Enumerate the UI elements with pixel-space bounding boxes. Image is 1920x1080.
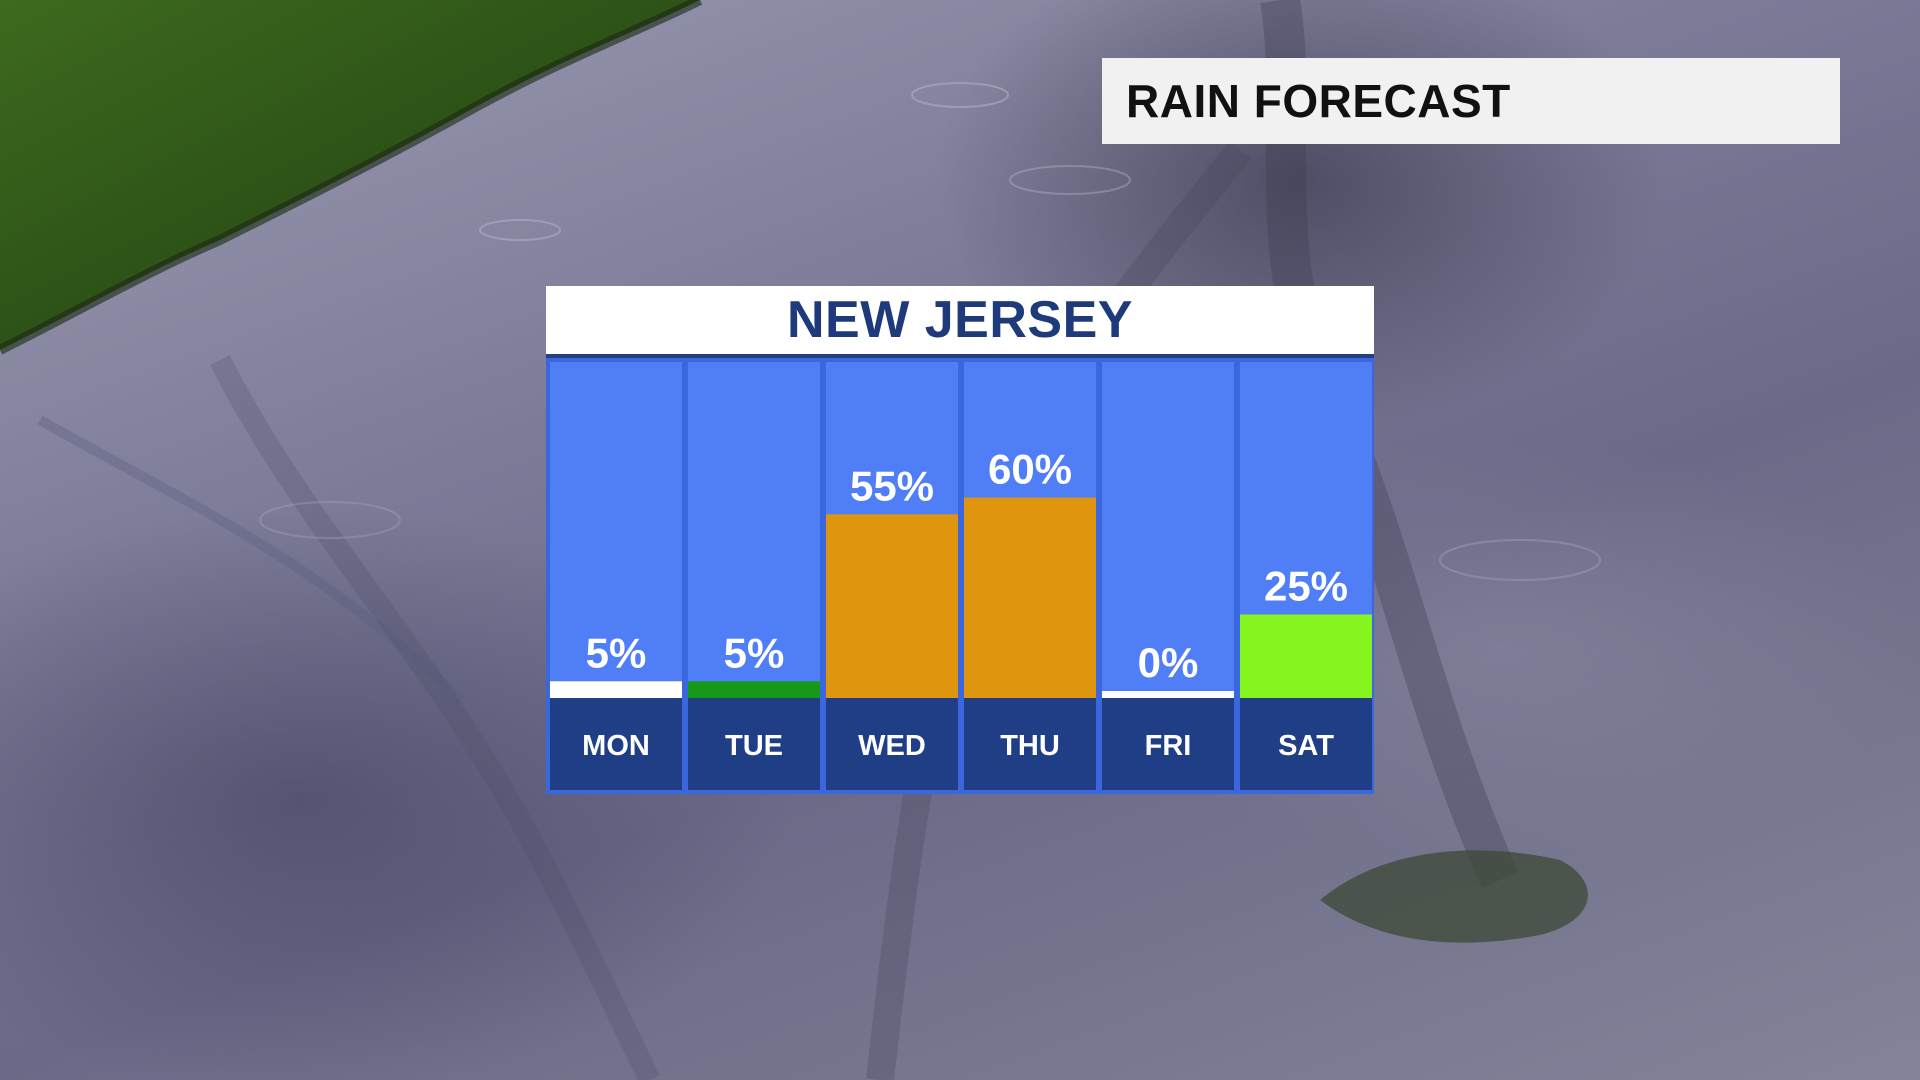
value-label: 60%: [988, 446, 1072, 493]
chart-header: NEW JERSEY: [546, 286, 1374, 358]
bar: [688, 681, 820, 698]
column-background: [688, 362, 820, 698]
page-title: RAIN FORECAST: [1126, 75, 1511, 127]
grass-patch: [0, 0, 700, 350]
day-block: [964, 698, 1096, 790]
title-banner: RAIN FORECAST: [1102, 58, 1840, 144]
day-block: [550, 698, 682, 790]
day-label: WED: [858, 730, 926, 762]
value-label: 0%: [1138, 639, 1199, 686]
chart-title: NEW JERSEY: [787, 291, 1133, 349]
value-label: 5%: [586, 629, 647, 676]
day-block: [688, 698, 820, 790]
day-label: FRI: [1145, 730, 1192, 762]
day-label: MON: [582, 730, 650, 762]
value-label: 55%: [850, 462, 934, 509]
day-label: SAT: [1278, 730, 1334, 762]
rain-chance-chart: NEW JERSEY 5% MON 5% TUE 55% WED 60% THU 0% FRI 25…: [546, 286, 1374, 794]
chart-frame: [546, 358, 1374, 794]
bar: [550, 681, 682, 698]
column-background: [1102, 362, 1234, 698]
bar: [1240, 614, 1372, 698]
bar: [1102, 691, 1234, 698]
day-block: [1240, 698, 1372, 790]
value-label: 25%: [1264, 563, 1348, 610]
leaf-debris: [1320, 850, 1588, 943]
day-block: [1102, 698, 1234, 790]
bar: [826, 514, 958, 698]
bar: [964, 497, 1096, 698]
bar-chart: 5% MON 5% TUE 55% WED 60% THU 0% FRI 25% SAT: [546, 358, 1374, 794]
day-label: THU: [1000, 730, 1060, 762]
day-block: [826, 698, 958, 790]
value-label: 5%: [724, 629, 785, 676]
day-label: TUE: [725, 730, 783, 762]
column-background: [550, 362, 682, 698]
